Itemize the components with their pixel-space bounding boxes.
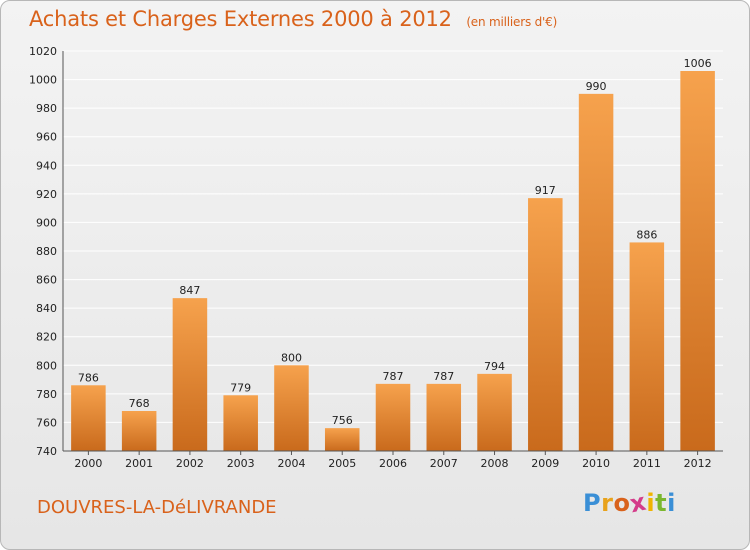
data-label: 886 — [636, 228, 657, 241]
y-tick-label: 840 — [36, 302, 57, 315]
y-tick-label: 900 — [36, 216, 57, 229]
data-label: 786 — [78, 371, 99, 384]
x-tick-label: 2011 — [633, 457, 661, 470]
bar — [426, 383, 462, 451]
data-label: 847 — [179, 284, 200, 297]
y-tick-label: 740 — [36, 445, 57, 458]
logo-letter: P — [583, 489, 602, 517]
data-label: 756 — [332, 414, 353, 427]
chart-title-block: Achats et Charges Externes 2000 à 2012 (… — [29, 7, 557, 31]
bar — [172, 298, 208, 451]
x-tick-label: 2005 — [328, 457, 356, 470]
bars — [71, 71, 715, 451]
data-label: 990 — [586, 80, 607, 93]
y-tick-label: 760 — [36, 416, 57, 429]
x-tick-label: 2001 — [125, 457, 153, 470]
bar — [578, 93, 614, 451]
logo-letter: t — [655, 489, 668, 517]
bar — [629, 242, 665, 451]
x-tick-label: 2009 — [531, 457, 559, 470]
data-label: 794 — [484, 360, 505, 373]
data-label: 1006 — [684, 57, 712, 70]
y-tick-label: 980 — [36, 102, 57, 115]
logo-letter: o — [613, 489, 631, 517]
y-tick-label: 800 — [36, 359, 57, 372]
bar — [274, 365, 309, 451]
data-label: 787 — [383, 370, 404, 383]
y-tick-label: 940 — [36, 159, 57, 172]
bar — [375, 383, 411, 451]
data-label: 768 — [129, 397, 150, 410]
data-label: 800 — [281, 351, 302, 364]
x-tick-label: 2010 — [582, 457, 610, 470]
data-label: 779 — [230, 381, 251, 394]
bar — [680, 71, 715, 451]
y-tick-label: 920 — [36, 188, 57, 201]
y-tick-label: 860 — [36, 274, 57, 287]
x-tick-label: 2008 — [481, 457, 509, 470]
y-tick-label: 1000 — [29, 74, 57, 87]
y-tick-label: 820 — [36, 331, 57, 344]
y-tick-label: 780 — [36, 388, 57, 401]
x-tick-label: 2004 — [277, 457, 305, 470]
bar — [477, 373, 512, 451]
x-tick-label: 2000 — [74, 457, 102, 470]
bar — [71, 385, 106, 451]
chart-subtitle: (en milliers d'€) — [466, 15, 558, 29]
logo-letter: i — [646, 489, 656, 517]
y-tick-label: 960 — [36, 131, 57, 144]
logo-letter: i — [667, 489, 676, 517]
axes — [62, 51, 723, 455]
x-tick-label: 2007 — [430, 457, 458, 470]
x-tick-label: 2002 — [176, 457, 204, 470]
bar — [121, 411, 157, 451]
data-label: 917 — [535, 184, 556, 197]
y-tick-label: 880 — [36, 245, 57, 258]
x-tick-label: 2003 — [227, 457, 255, 470]
bar — [223, 395, 258, 451]
data-label: 787 — [433, 370, 454, 383]
logo-letter: r — [601, 489, 614, 517]
x-tick-label: 2006 — [379, 457, 407, 470]
labels: 740 760 780 800 820 840 860 880 900 920 940 960 980 1… — [29, 45, 712, 470]
bar — [324, 428, 360, 451]
proxiti-logo: Proxiti — [583, 488, 676, 519]
chart-title: Achats et Charges Externes 2000 à 2012 — [29, 7, 452, 31]
bar — [528, 198, 563, 451]
x-tick-label: 2012 — [684, 457, 712, 470]
y-tick-label: 1020 — [29, 45, 57, 58]
city-name: DOUVRES-LA-DéLIVRANDE — [37, 497, 277, 518]
